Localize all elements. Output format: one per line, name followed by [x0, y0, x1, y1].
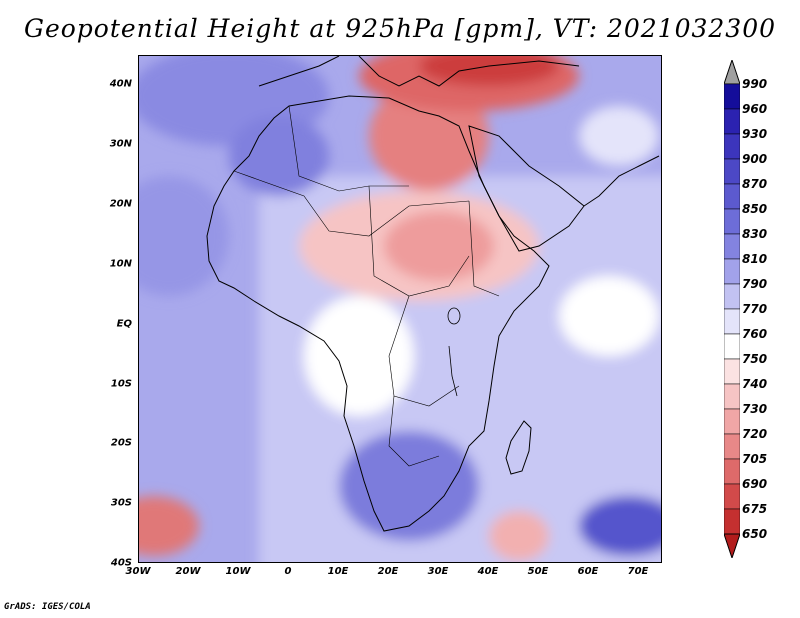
height-field-mid-nw	[229, 116, 329, 196]
arabia-coastline	[468, 125, 585, 252]
map-panel	[138, 55, 662, 563]
x-tick-label: 0	[284, 566, 292, 577]
y-tick-label: 40S	[110, 557, 132, 569]
y-tick-label: 20N	[109, 198, 132, 210]
colorbar-level-label: 770	[742, 302, 768, 316]
colorbar-swatch	[724, 333, 740, 360]
chart-title: Geopotential Height at 925hPa [gpm], VT:…	[23, 14, 777, 43]
x-tick-label: 10E	[327, 566, 349, 577]
lake-tanganyika	[448, 345, 458, 397]
colorbar-swatch	[724, 433, 740, 460]
colorbar-swatch	[724, 458, 740, 485]
x-tick-label: 30W	[125, 566, 151, 577]
colorbar-swatch	[724, 133, 740, 160]
colorbar-swatch	[724, 108, 740, 135]
y-tick-label: 10S	[110, 378, 132, 390]
colorbar-swatch	[724, 508, 740, 535]
colorbar-swatch	[724, 233, 740, 260]
height-field-w	[139, 176, 229, 296]
colorbar-swatch	[724, 308, 740, 335]
y-tick-label: 30N	[109, 138, 132, 150]
country-borders	[233, 105, 500, 467]
colorbar-level-label: 730	[742, 402, 768, 416]
y-tick-label: 20S	[110, 437, 132, 449]
colorbar-swatch	[724, 283, 740, 310]
colorbar-level-label: 720	[742, 427, 768, 441]
height-field-s-africa	[339, 431, 479, 541]
colorbar-level-label: 740	[742, 377, 768, 391]
colorbar-level-label: 810	[742, 252, 768, 266]
height-field-sw-low	[139, 496, 199, 556]
colorbar-level-label: 675	[742, 502, 768, 516]
colorbar-level-label: 790	[742, 277, 768, 291]
madagascar-coastline	[505, 420, 532, 475]
colorbar-swatch	[724, 383, 740, 410]
height-field-congo	[304, 296, 414, 416]
height-field-sudan	[384, 211, 494, 281]
colorbar-level-label: 960	[742, 102, 768, 116]
colorbar-swatch	[724, 208, 740, 235]
height-field-s-low	[489, 511, 549, 561]
height-field-e-ocean	[559, 276, 659, 356]
footer-credit: GrADS: IGES/COLA	[4, 602, 91, 612]
asia-coastline	[583, 155, 660, 207]
x-tick-label: 60E	[577, 566, 599, 577]
colorbar-level-label: 830	[742, 227, 768, 241]
colorbar-level-label: 930	[742, 127, 768, 141]
europe-coastline	[258, 56, 580, 87]
colorbar-level-label: 760	[742, 327, 768, 341]
y-tick-label: 10N	[109, 258, 132, 270]
x-tick-label: 20W	[175, 566, 201, 577]
colorbar-level-label: 850	[742, 202, 768, 216]
colorbar-swatch	[724, 358, 740, 385]
y-tick-label: 30S	[110, 497, 132, 509]
height-field-ne	[419, 56, 559, 86]
colorbar-swatch	[724, 483, 740, 510]
colorbar-swatch	[724, 183, 740, 210]
y-tick-label: EQ	[116, 318, 132, 330]
colorbar-level-label: 870	[742, 177, 768, 191]
height-field-arabia	[579, 106, 659, 166]
colorbar-level-label: 900	[742, 152, 768, 166]
colorbar	[724, 60, 740, 558]
y-tick-label: 40N	[109, 78, 132, 90]
colorbar-swatch	[724, 408, 740, 435]
colorbar-top-arrow	[724, 60, 740, 85]
colorbar-level-label: 990	[742, 77, 768, 91]
x-tick-label: 10W	[225, 566, 251, 577]
x-tick-label: 40E	[477, 566, 499, 577]
x-tick-label: 70E	[627, 566, 649, 577]
height-field-se	[579, 496, 661, 556]
geopotential-height-map	[139, 56, 661, 562]
colorbar-level-label: 705	[742, 452, 768, 466]
colorbar-swatch	[724, 158, 740, 185]
lake-victoria	[447, 307, 461, 325]
colorbar-bottom-arrow	[724, 533, 740, 558]
colorbar-level-label: 690	[742, 477, 768, 491]
x-tick-label: 50E	[527, 566, 549, 577]
colorbar-level-label: 650	[742, 527, 768, 541]
x-tick-label: 20E	[377, 566, 399, 577]
colorbar-swatch	[724, 258, 740, 285]
colorbar-swatch	[724, 83, 740, 110]
x-tick-label: 30E	[427, 566, 449, 577]
colorbar-level-label: 750	[742, 352, 768, 366]
